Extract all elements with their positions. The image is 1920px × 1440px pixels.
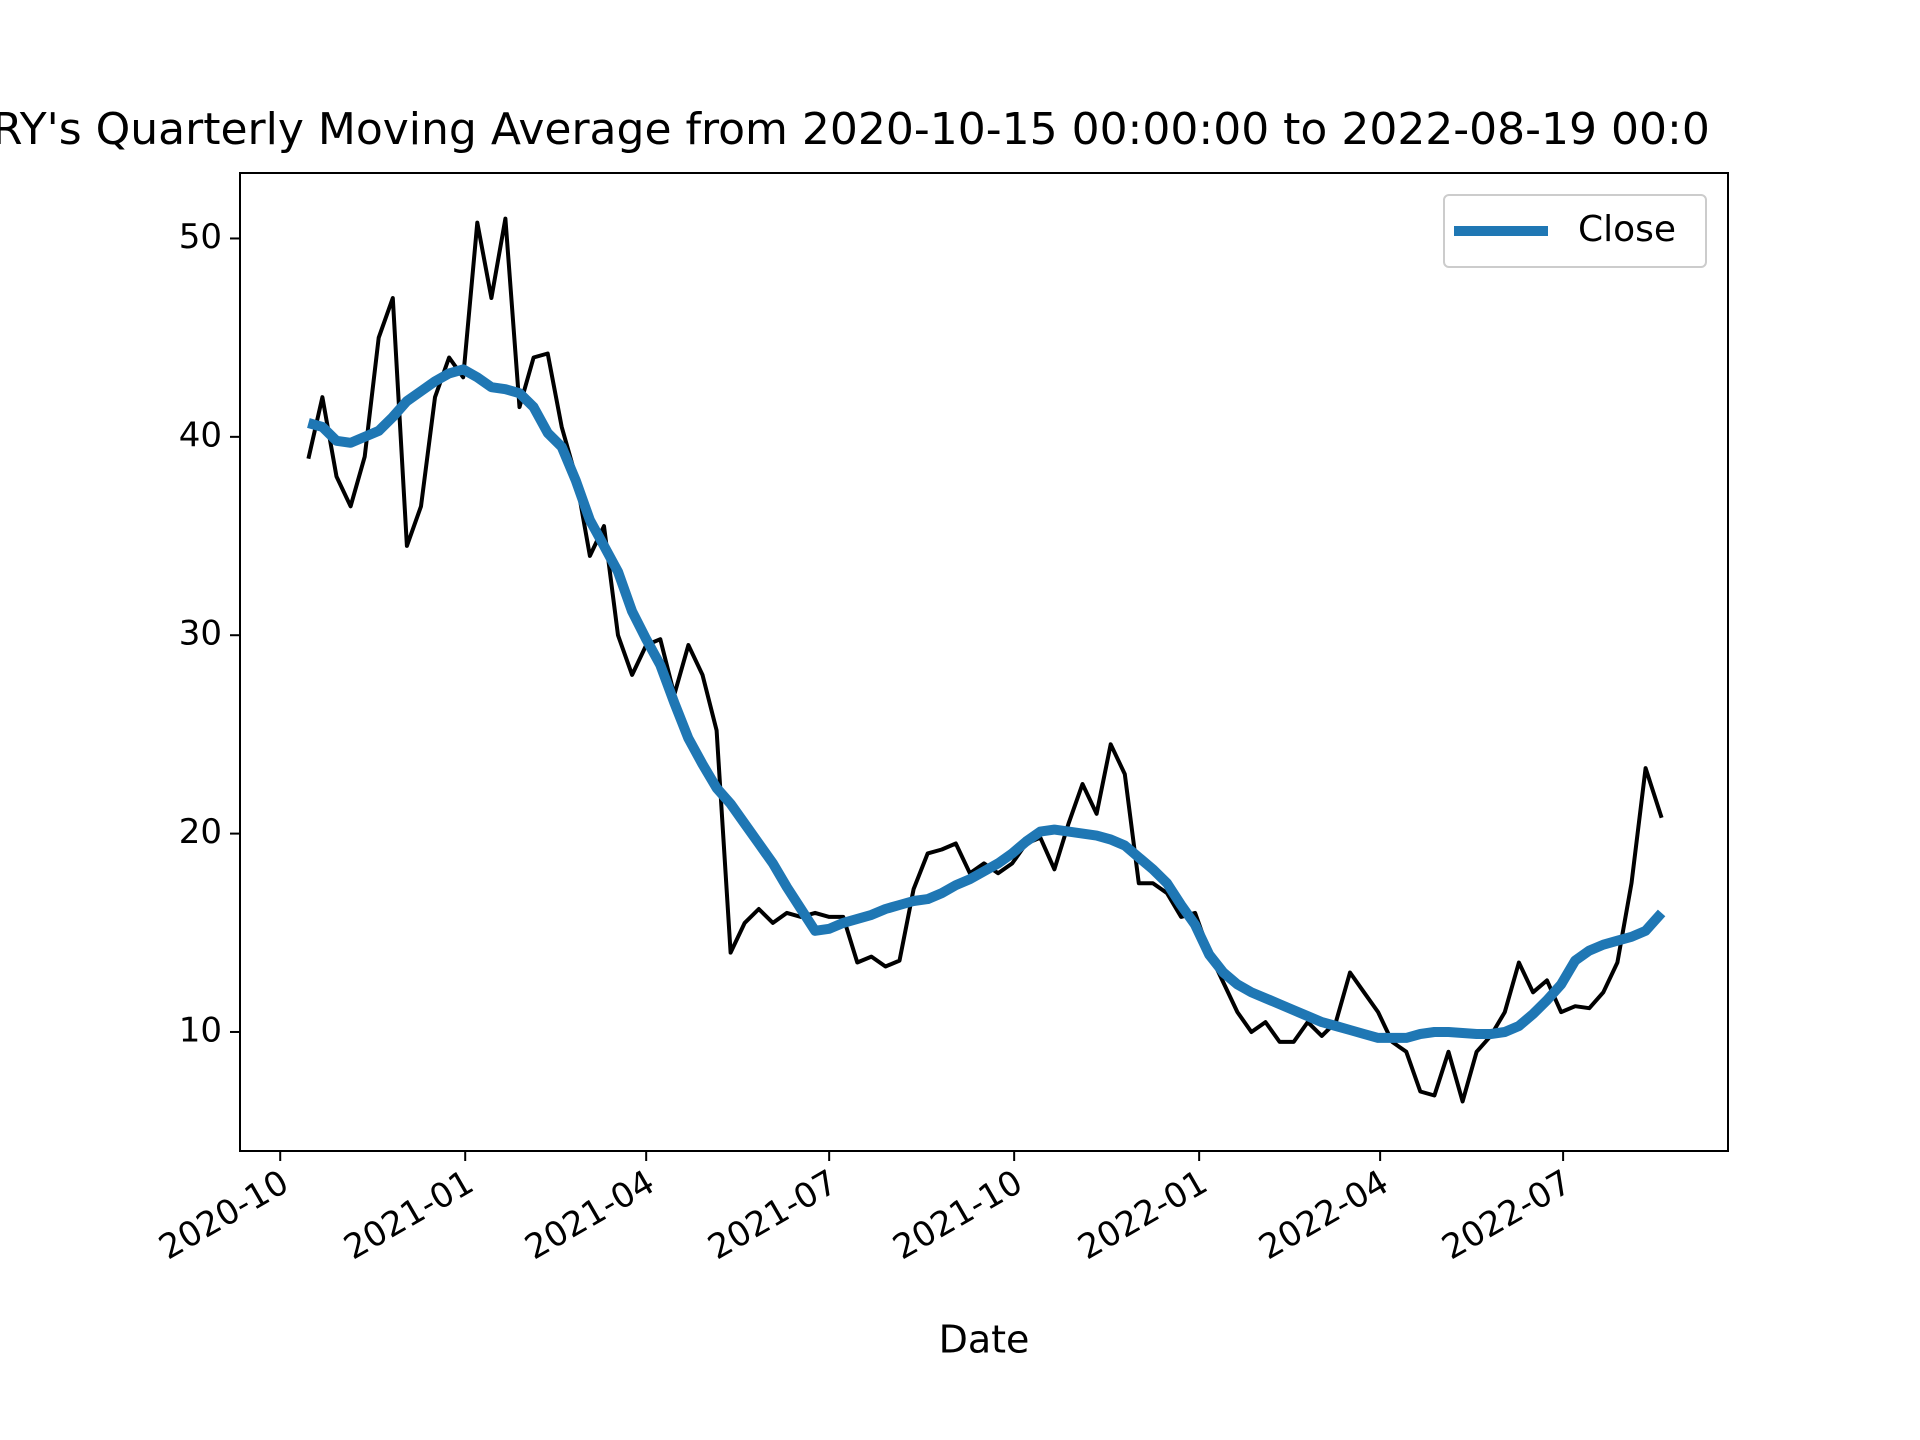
chart-title: RY's Quarterly Moving Average from 2020-…	[0, 104, 1710, 155]
plot-frame	[239, 172, 1729, 1152]
y-tick-label: 10	[179, 1010, 222, 1050]
legend-label: Close	[1578, 209, 1676, 250]
legend-box	[1443, 194, 1707, 268]
y-tick-label: 40	[179, 415, 222, 455]
x-axis-label: Date	[939, 1318, 1030, 1362]
series-line	[307, 364, 1666, 1043]
y-tick-label: 50	[179, 217, 222, 257]
series-line	[306, 216, 1664, 1104]
y-tick-label: 30	[179, 614, 222, 654]
y-tick-label: 20	[179, 812, 222, 852]
